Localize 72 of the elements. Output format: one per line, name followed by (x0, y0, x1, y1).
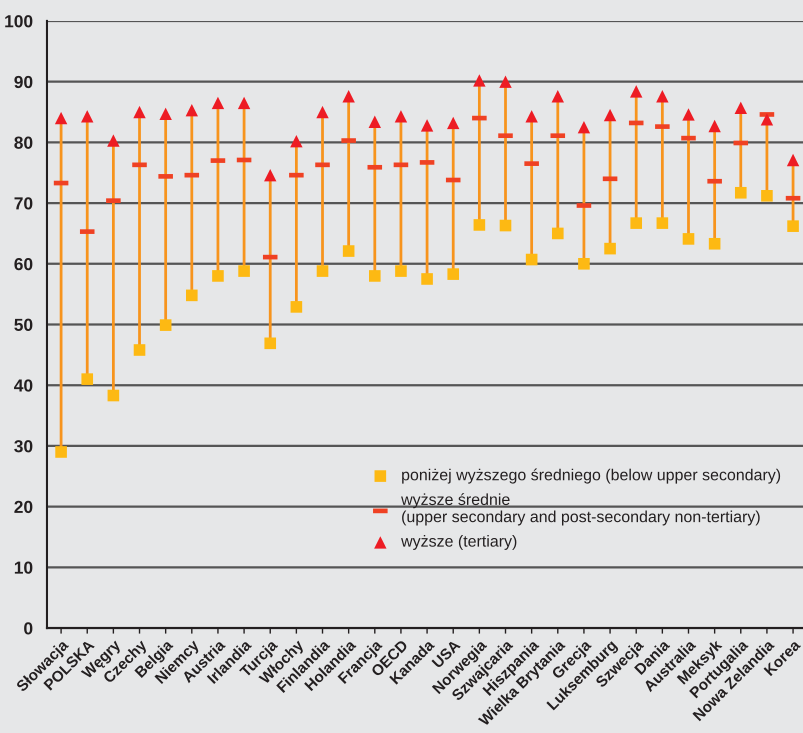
point (81, 373, 94, 385)
point (342, 245, 354, 257)
point (578, 120, 590, 134)
point (368, 270, 381, 282)
point (447, 116, 460, 130)
y-tick-label: 30 (14, 440, 32, 452)
y-tick-label: 90 (14, 76, 32, 88)
point (264, 338, 276, 350)
point (186, 290, 198, 302)
point (447, 268, 460, 280)
y-tick-label: 60 (14, 258, 32, 270)
point (238, 265, 250, 277)
point (290, 134, 303, 148)
point (630, 85, 642, 98)
point (761, 190, 773, 202)
point (54, 112, 68, 124)
point (604, 108, 616, 122)
y-tick-label: 40 (14, 379, 32, 392)
y-tick-label: 0 (24, 622, 32, 634)
point (108, 390, 120, 402)
point (342, 90, 355, 102)
y-tick-label: 80 (14, 136, 32, 149)
point (734, 186, 747, 199)
point (186, 104, 198, 116)
point (421, 273, 433, 285)
point (134, 344, 146, 356)
point (499, 75, 512, 88)
point (682, 108, 695, 121)
point (420, 119, 434, 132)
point (552, 90, 564, 102)
point (552, 228, 564, 240)
point (656, 217, 668, 229)
point (500, 220, 512, 232)
point (787, 220, 799, 232)
point (264, 168, 276, 182)
point (159, 108, 172, 120)
point (760, 113, 774, 126)
point (578, 258, 590, 270)
y-tick-label: 100 (5, 15, 32, 28)
point (160, 319, 172, 331)
y-tick-label: 20 (14, 500, 32, 514)
point (656, 90, 669, 102)
point (786, 154, 800, 166)
point (473, 74, 486, 87)
point (682, 233, 694, 245)
point (212, 270, 224, 282)
point (604, 242, 616, 254)
point (368, 116, 382, 128)
y-tick-label: 50 (14, 318, 32, 331)
point (238, 96, 250, 110)
point (395, 265, 407, 277)
legend-label: wyższe (tertiary) (401, 535, 516, 550)
point (525, 110, 538, 122)
point (290, 301, 302, 313)
point (316, 265, 328, 277)
y-tick-label: 10 (14, 561, 32, 574)
point (734, 102, 747, 114)
y-tick-label: 70 (14, 197, 32, 210)
point (107, 134, 120, 147)
point (55, 446, 67, 458)
point (316, 106, 329, 118)
point (630, 217, 642, 229)
point (81, 110, 94, 122)
point (708, 238, 720, 250)
point (474, 219, 486, 231)
point (708, 120, 721, 132)
point (526, 254, 538, 266)
point (212, 96, 224, 110)
legend-label: poniżej wyższego średniego (below upper secondary) (402, 468, 780, 484)
legend-label: wyższe średnie (upper secondary and post-secondary non-tertiary) (401, 493, 760, 526)
point (133, 106, 146, 118)
point (394, 110, 408, 122)
